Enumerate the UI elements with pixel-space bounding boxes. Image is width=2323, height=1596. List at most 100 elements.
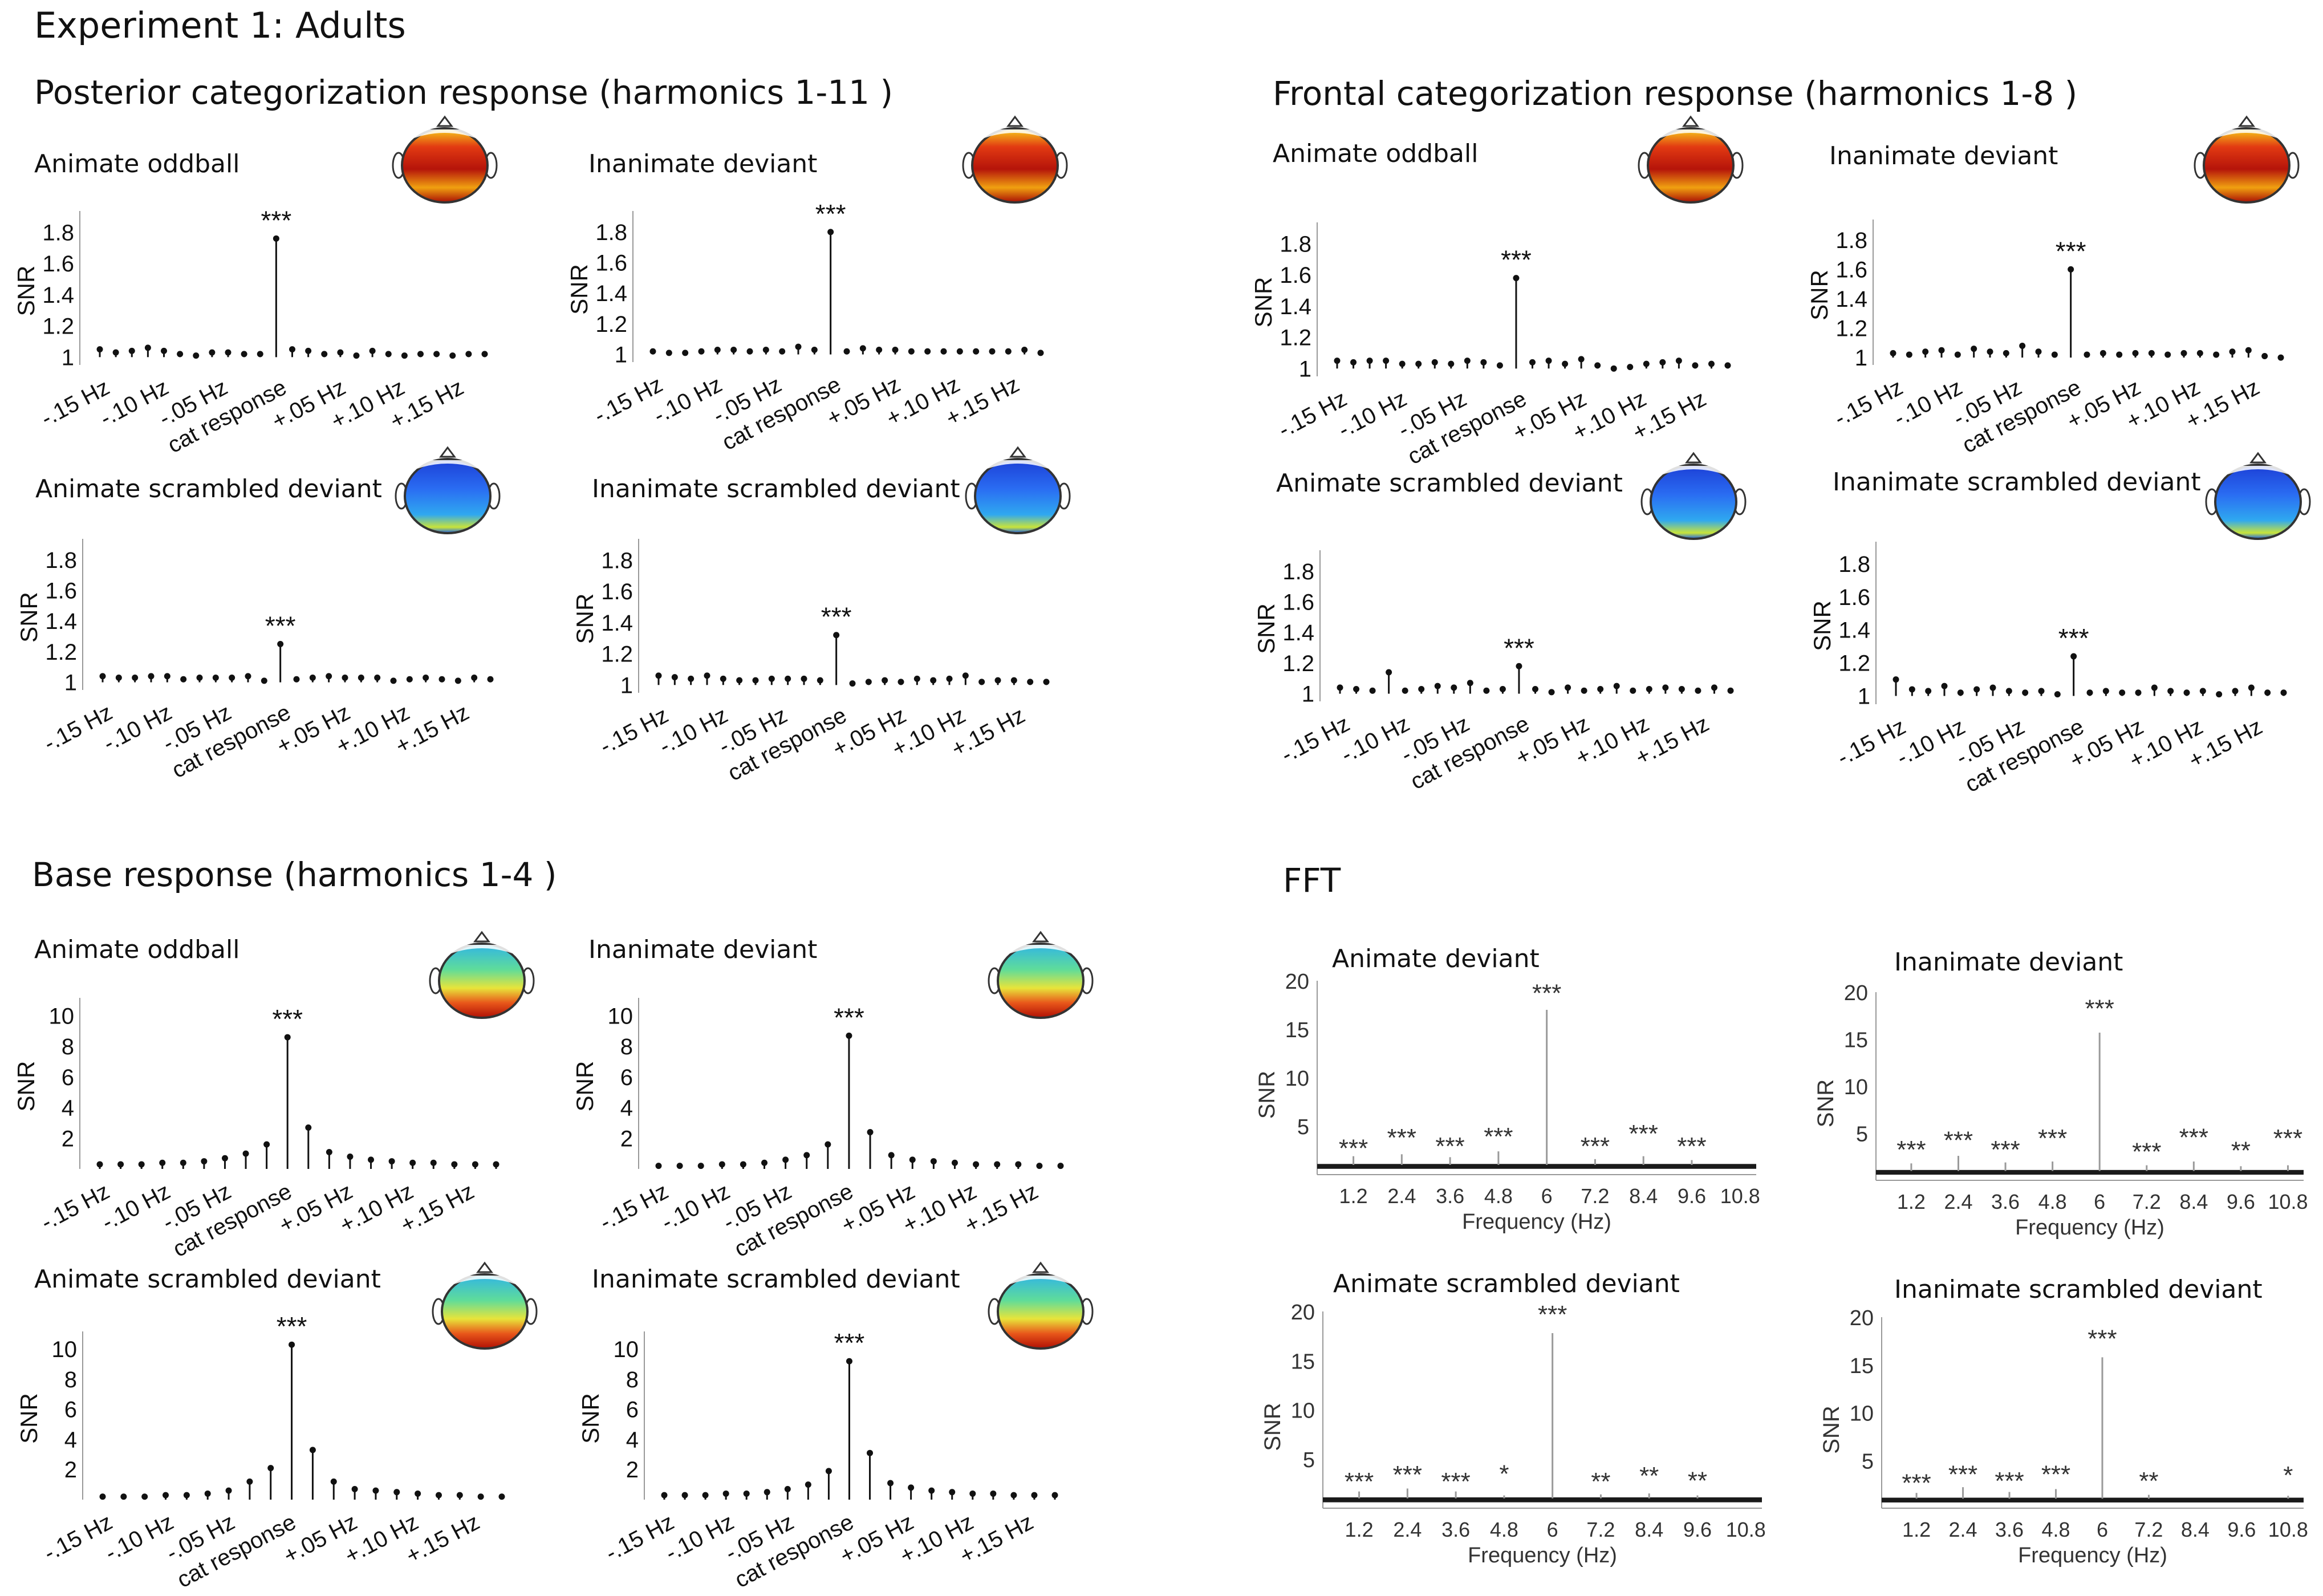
section-frontal-title: Frontal categorization response (harmoni…	[1273, 74, 2078, 113]
stem-marker	[1027, 679, 1034, 685]
panel-title-fft-2: Inanimate deviant	[1894, 948, 2123, 977]
topomap-head-icon	[395, 446, 501, 534]
significance-label: ***	[1504, 633, 1534, 663]
stem-marker	[2084, 351, 2090, 358]
stem-marker	[2068, 266, 2074, 273]
x-tick-label: +.15 Hz	[386, 375, 468, 434]
significance-label: ***	[1435, 1132, 1464, 1160]
stem-marker	[481, 351, 488, 358]
y-tick-label: 1	[64, 671, 77, 696]
significance-label: ***	[2273, 1124, 2302, 1152]
x-tick-label: +.10 Hz	[882, 372, 964, 431]
x-tick-label: +.15 Hz	[1631, 711, 1713, 770]
x-axis-label: Frequency (Hz)	[2015, 1216, 2164, 1240]
stem-marker	[1366, 358, 1373, 364]
significance-label: ***	[1948, 1460, 1977, 1488]
stem-marker	[385, 351, 392, 358]
stem-marker	[876, 347, 883, 354]
y-tick-label: 1.4	[595, 281, 627, 306]
y-axis-label: SNR	[15, 592, 42, 643]
stem-marker	[2035, 348, 2042, 355]
stem-marker	[159, 1159, 166, 1166]
stem-marker	[305, 347, 312, 354]
x-tick-label: +.05 Hz	[273, 700, 354, 759]
x-tick-label: +.10 Hz	[336, 1179, 417, 1238]
stem-marker	[471, 675, 478, 681]
stem-marker	[973, 348, 980, 355]
x-tick-label: -.10 Hz	[99, 700, 176, 756]
stem-marker	[1711, 684, 1717, 691]
stem-marker	[1051, 1492, 1058, 1498]
x-tick-label: +.15 Hz	[941, 372, 1023, 431]
stem-marker	[846, 1032, 852, 1039]
y-tick-label: 1.4	[1280, 294, 1311, 319]
noise-floor	[1323, 1497, 1762, 1502]
y-tick-label: 10	[1850, 1402, 1874, 1426]
x-tick-label: 3.6	[1441, 1518, 1470, 1541]
y-axis-label: SNR	[571, 594, 598, 644]
topomap-head-icon	[1638, 115, 1744, 204]
stem-marker	[688, 675, 695, 682]
stem-marker	[1989, 684, 1996, 691]
significance-label: ***	[1393, 1461, 1422, 1489]
noise-floor	[1876, 1169, 2304, 1175]
x-tick-label: +.15 Hz	[960, 1179, 1042, 1238]
stem-marker	[465, 351, 472, 358]
y-tick-label: 1.6	[1835, 257, 1867, 282]
topomap-head-icon	[962, 115, 1068, 204]
y-tick-label: 1	[615, 343, 627, 368]
stem-marker	[138, 1161, 145, 1168]
stem-marker	[257, 351, 263, 358]
stem-marker	[321, 351, 328, 358]
x-tick-label: -.15 Hz	[596, 702, 673, 759]
section-posterior-title: Posterior categorization response (harmo…	[34, 73, 894, 112]
y-tick-label: 15	[1844, 1029, 1868, 1053]
x-tick-label: +.10 Hz	[332, 700, 413, 759]
y-tick-label: 15	[1291, 1350, 1315, 1374]
stem-marker	[451, 1161, 458, 1168]
stem-marker	[369, 347, 376, 354]
stem-marker	[2167, 688, 2174, 695]
section-fft-title: FFT	[1283, 861, 1341, 900]
stem-marker	[1005, 348, 1012, 355]
y-tick-label: 8	[62, 1034, 74, 1059]
y-axis-label: SNR	[1260, 1403, 1285, 1451]
x-tick-label: -.15 Hz	[1830, 375, 1907, 431]
stem-marker	[1334, 358, 1341, 364]
x-tick-label: -.15 Hz	[602, 1509, 679, 1566]
stem-marker	[183, 1492, 190, 1498]
stem-marker	[2216, 691, 2223, 698]
stem-marker	[487, 676, 494, 683]
stem-marker	[882, 677, 888, 684]
y-tick-label: 8	[620, 1034, 633, 1059]
stem-marker	[212, 675, 219, 681]
stem-marker	[342, 675, 348, 681]
stem-marker	[2180, 350, 2187, 356]
stem-marker	[1337, 684, 1343, 691]
significance-label: ***	[1629, 1120, 1658, 1148]
stem-marker	[267, 1465, 274, 1472]
y-tick-label: 1.8	[1280, 232, 1311, 257]
y-tick-label: 5	[1856, 1123, 1868, 1147]
stem-marker	[1399, 360, 1406, 367]
x-tick-label: cat response	[1958, 375, 2085, 458]
y-tick-label: 1.6	[1838, 585, 1870, 610]
stem-marker	[1015, 1161, 1022, 1168]
stem-marker	[1627, 364, 1634, 371]
stem-marker	[1516, 663, 1522, 669]
y-tick-label: 10	[608, 1004, 633, 1029]
x-tick-label: -.10 Hz	[1892, 714, 1969, 770]
significance-label: ***	[265, 611, 296, 640]
stem-marker	[1513, 275, 1520, 282]
significance-label: ***	[261, 205, 292, 235]
x-tick-label: 7.2	[2133, 1190, 2161, 1213]
